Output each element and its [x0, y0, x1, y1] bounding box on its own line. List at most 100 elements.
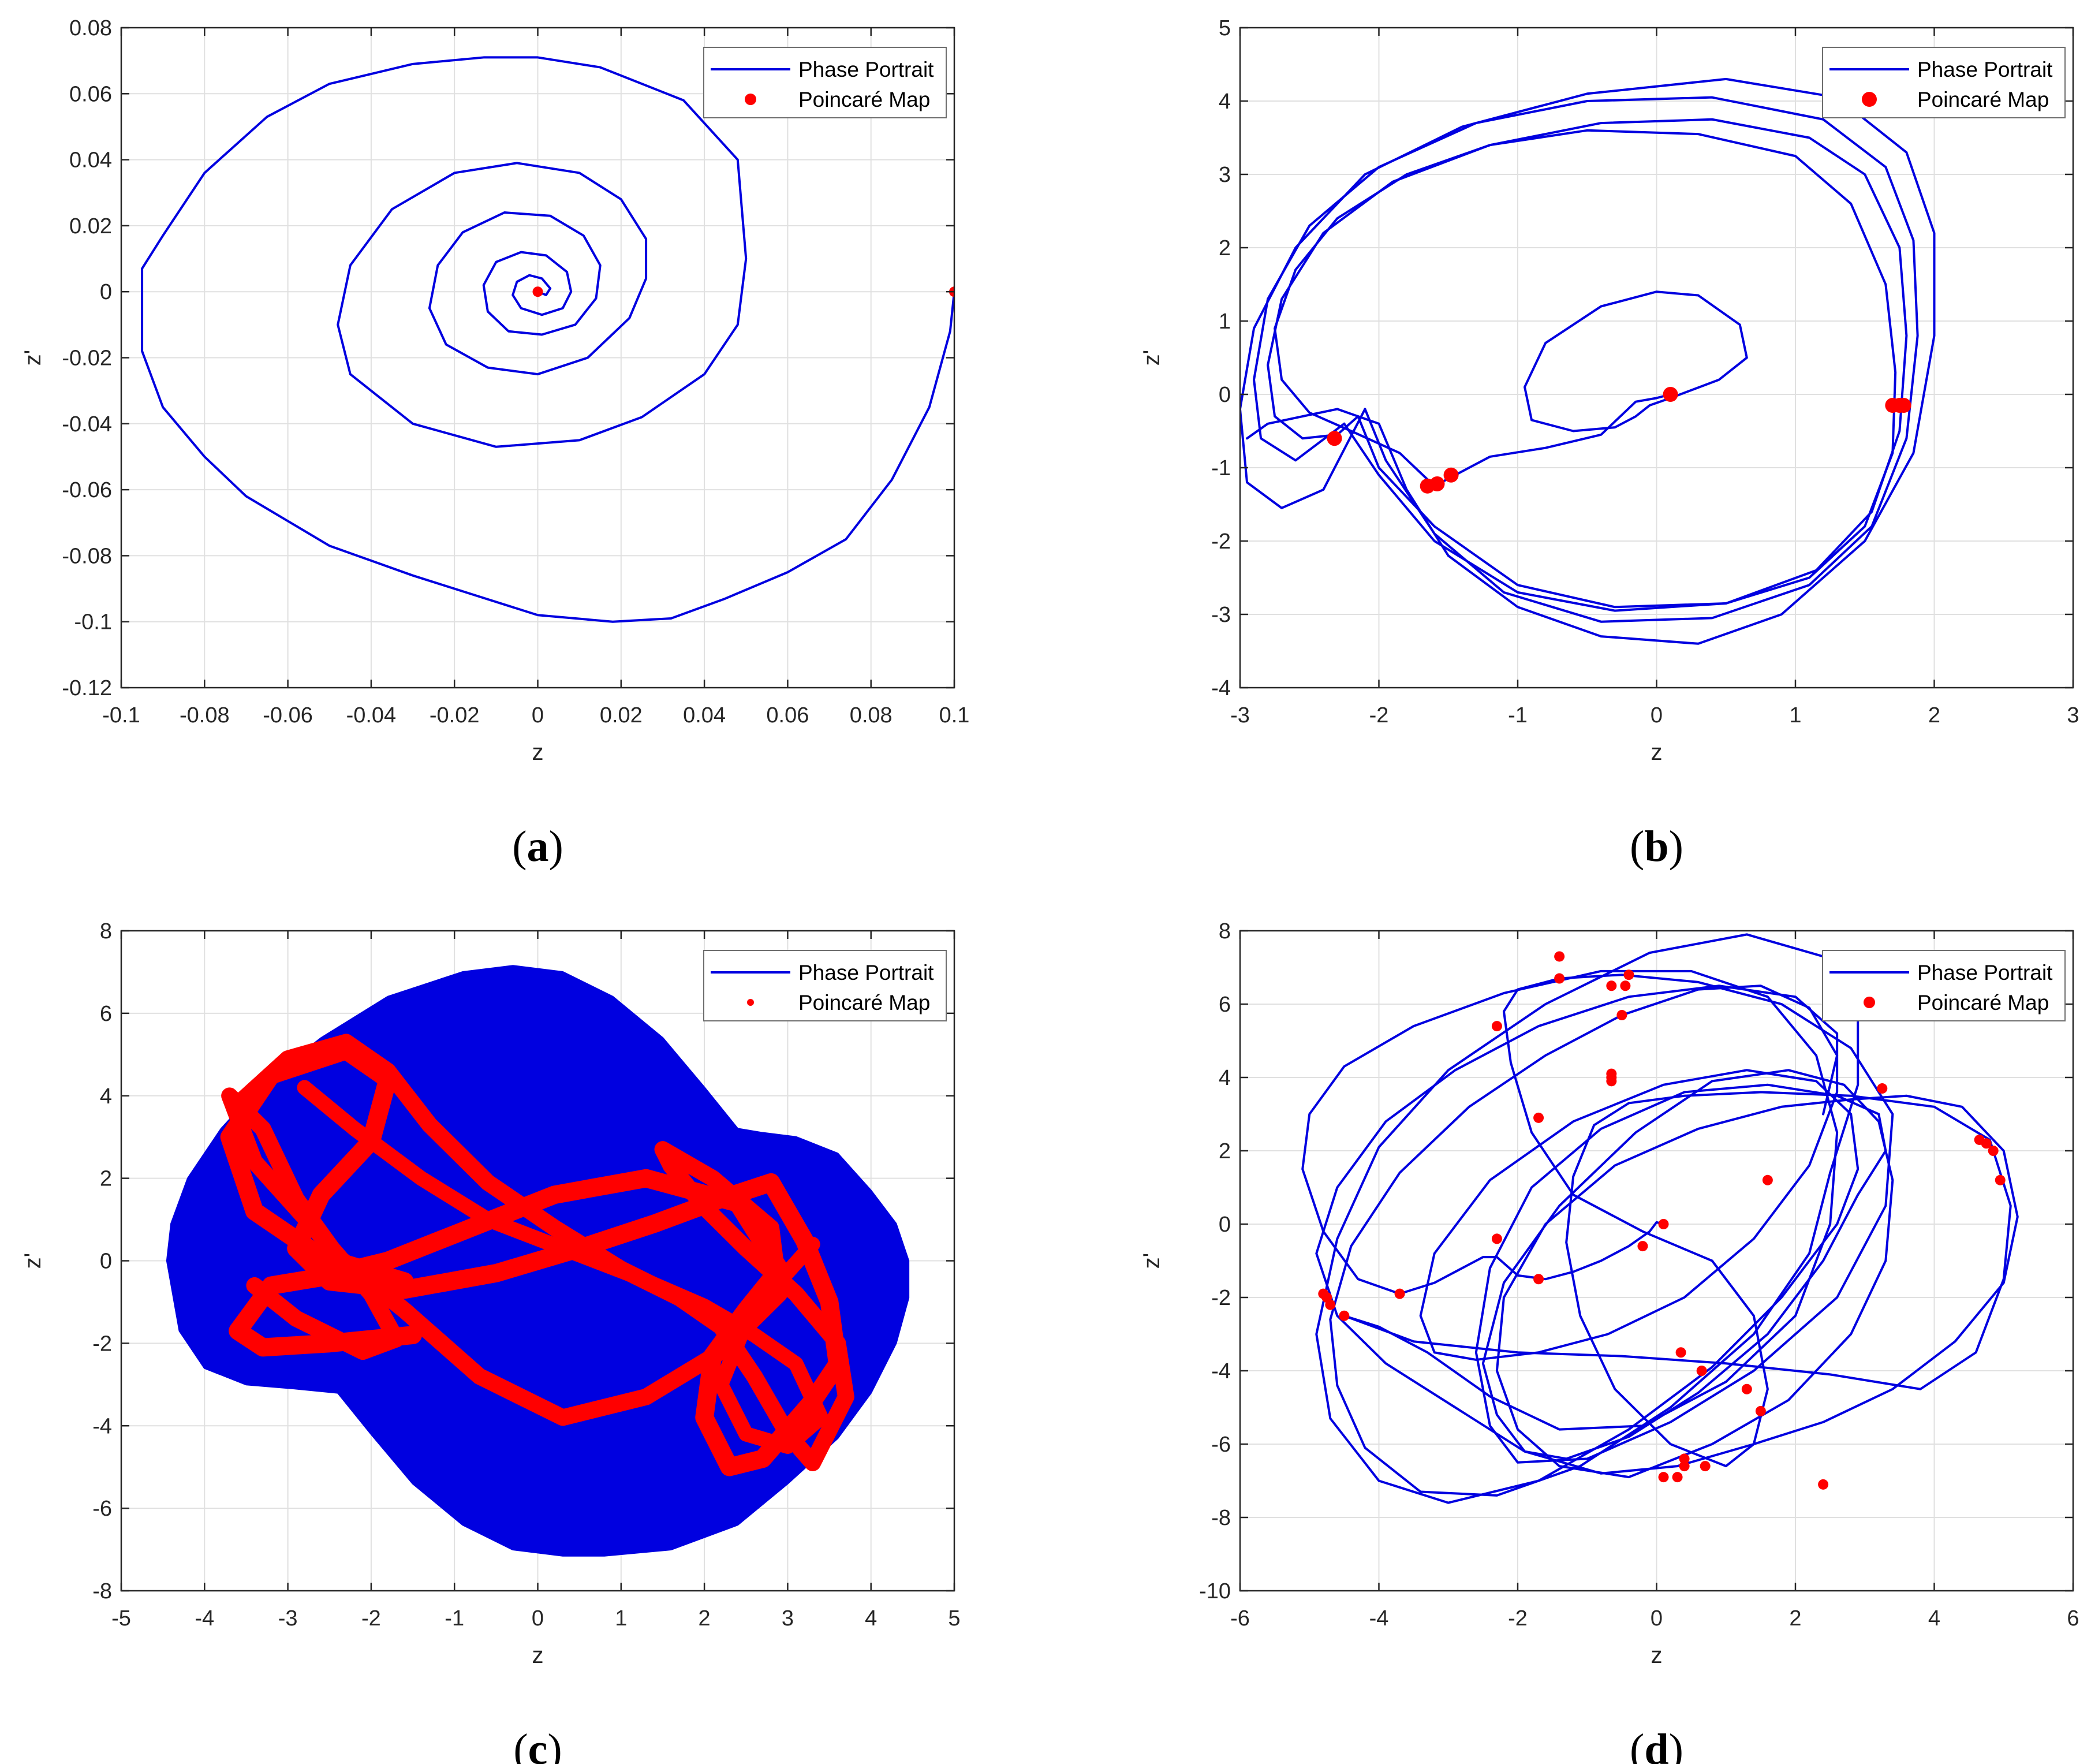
- x-tick-label: -2: [361, 1606, 381, 1631]
- x-tick-label: -4: [195, 1606, 214, 1631]
- phase-portrait-line: [1274, 129, 1897, 609]
- poincare-point: [1339, 1310, 1350, 1321]
- poincare-point: [1318, 1288, 1329, 1299]
- panel-caption: (c): [513, 1725, 562, 1764]
- phase-portrait-line: [1481, 1069, 2019, 1479]
- panel-caption: (a): [512, 822, 563, 871]
- legend-label: Phase Portrait: [798, 58, 934, 81]
- poincare-point: [1679, 1453, 1690, 1464]
- poincare-point: [1606, 1068, 1617, 1079]
- x-tick-label: 2: [699, 1606, 711, 1631]
- x-tick-label: 2: [1928, 703, 1940, 728]
- plot-data: [1240, 77, 1936, 645]
- poincare-point: [1995, 1174, 2006, 1185]
- x-tick-label: 3: [2067, 703, 2079, 728]
- x-tick-label: 0.04: [683, 703, 726, 728]
- y-tick-label: 0.04: [69, 148, 112, 173]
- x-tick-label: 0: [1651, 1606, 1663, 1631]
- x-tick-label: 0.06: [766, 703, 809, 728]
- poincare-map-band: [297, 1080, 829, 1454]
- x-tick-label: 0.1: [939, 703, 970, 728]
- y-tick-label: 0: [100, 280, 112, 304]
- poincare-point: [1533, 1112, 1544, 1123]
- legend-label: Phase Portrait: [798, 961, 934, 984]
- x-tick-label: -2: [1508, 1606, 1528, 1631]
- x-tick-label: -2: [1369, 703, 1389, 728]
- legend: Phase Portrait Poincaré Map: [1822, 950, 2066, 1021]
- y-tick-label: 0.02: [69, 214, 112, 238]
- y-tick-label: -2: [92, 1332, 112, 1356]
- x-tick-label: 6: [2067, 1606, 2079, 1631]
- phase-portrait-line: [1301, 969, 1839, 1431]
- legend-label: Poincaré Map: [798, 88, 930, 111]
- x-tick-label: -0.06: [263, 703, 313, 728]
- x-tick-label: -3: [1230, 703, 1250, 728]
- x-tick-label: 0: [532, 703, 544, 728]
- x-tick-label: -0.04: [346, 703, 397, 728]
- poincare-point: [1741, 1383, 1752, 1394]
- x-tick-label: 3: [782, 1606, 794, 1631]
- x-tick-label: 4: [1928, 1606, 1940, 1631]
- phase-portrait-line: [1315, 984, 1860, 1475]
- poincare-point: [1663, 387, 1678, 402]
- chart-panel-d: -6 -4 -2 0 2 4 6 -10 -8 -6 -4 -2 0 2 4 6 8 z z' Phase Portr…: [1139, 919, 2079, 1764]
- y-axis-label: z': [1139, 1253, 1164, 1269]
- x-tick-label: 0.08: [850, 703, 893, 728]
- legend-label: Poincaré Map: [1917, 991, 2049, 1015]
- poincare-point: [1877, 1083, 1888, 1094]
- legend-label: Phase Portrait: [1917, 961, 2053, 984]
- x-tick-label: -0.02: [430, 703, 480, 728]
- phase-portrait-line: [1329, 984, 1839, 1497]
- x-tick-label: 0: [532, 1606, 544, 1631]
- poincare-point: [1554, 973, 1565, 984]
- legend-label: Phase Portrait: [1917, 58, 2053, 81]
- y-tick-label: -8: [1211, 1506, 1231, 1530]
- y-tick-label: -2: [1211, 529, 1231, 554]
- chart-panel-a: -0.1 -0.08 -0.06 -0.04 -0.02 0 0.02 0.04 0.06 0.0…: [20, 16, 969, 871]
- panel-letter: d: [1644, 1725, 1668, 1764]
- y-tick-label: -4: [1211, 676, 1231, 700]
- y-tick-label: 8: [100, 919, 112, 943]
- x-tick-label: -3: [278, 1606, 298, 1631]
- panel-letter: a: [527, 822, 549, 871]
- y-tick-label: 1: [1219, 309, 1231, 334]
- legend: Phase Portrait Poincaré Map: [1822, 47, 2066, 118]
- phase-portrait-line: [141, 56, 954, 623]
- y-tick-label: -0.06: [62, 478, 112, 502]
- y-tick-label: 0: [100, 1250, 112, 1274]
- x-tick-label: 0.02: [600, 703, 643, 728]
- x-tick-label: -0.1: [102, 703, 140, 728]
- poincare-point: [1606, 980, 1617, 991]
- poincare-point: [1620, 980, 1631, 991]
- phase-portrait-line: [1240, 77, 1936, 645]
- y-axis-label: z': [20, 1253, 46, 1269]
- y-tick-label: 0.08: [69, 16, 112, 40]
- x-tick-label: 4: [865, 1606, 877, 1631]
- x-tick-label: 1: [615, 1606, 627, 1631]
- phase-portrait-line: [1343, 1091, 2012, 1468]
- poincare-map-band: [221, 1034, 854, 1471]
- poincare-point: [1554, 951, 1565, 962]
- y-tick-label: 8: [1219, 919, 1231, 943]
- y-tick-label: -10: [1199, 1579, 1231, 1603]
- poincare-point: [1327, 431, 1342, 446]
- poincare-point: [1637, 1241, 1648, 1252]
- phase-portrait-line: [1524, 290, 1748, 432]
- legend-box: [1822, 950, 2066, 1021]
- x-axis-label: z: [1651, 1643, 1663, 1668]
- chart-panel-c: -5 -4 -3 -2 -1 0 1 2 3 4 5 -8 -6 -4 -2 0 2 4 6 8 z z' Phase Po…: [20, 919, 961, 1764]
- poincare-point: [1981, 1138, 1992, 1149]
- poincare-point: [1988, 1146, 1999, 1156]
- phase-portrait-line: [1267, 118, 1908, 612]
- poincare-point: [1658, 1219, 1669, 1229]
- y-tick-label: -0.1: [74, 610, 112, 635]
- poincare-point: [1491, 1021, 1502, 1032]
- y-tick-label: -2: [1211, 1286, 1231, 1310]
- x-axis-label: z: [532, 740, 544, 765]
- poincare-point: [1896, 398, 1911, 413]
- x-tick-label: -5: [111, 1606, 131, 1631]
- x-tick-label: 2: [1789, 1606, 1801, 1631]
- x-tick-label: -1: [1508, 703, 1528, 728]
- poincare-point: [1394, 1288, 1405, 1299]
